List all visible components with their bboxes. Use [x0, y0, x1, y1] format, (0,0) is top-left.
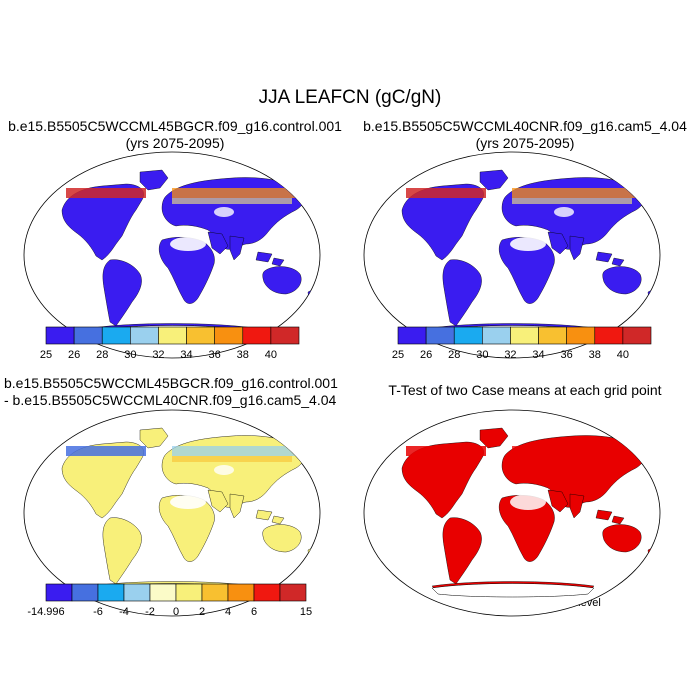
boreal-band-eurasia [172, 446, 302, 456]
main-title: JJA LEAFCN (gC/gN) [258, 87, 442, 108]
colorbar-box [242, 326, 272, 345]
sahara-patch [170, 237, 206, 251]
colorbar-box [622, 326, 652, 345]
colorbar-tick-label: 40 [265, 349, 277, 361]
colorbar-tick-label: 30 [124, 349, 136, 361]
central-asia-patch [214, 465, 234, 475]
colorbar-box [45, 583, 73, 602]
colorbar-box [73, 326, 103, 345]
panel-1-title: b.e15.B5505C5WCCML45BGCR.f09_g16.control… [0, 118, 350, 152]
colorbar-box [201, 583, 229, 602]
colorbar-box [538, 326, 567, 345]
colorbar-tick-label: 4 [225, 606, 231, 618]
colorbar-box [279, 583, 307, 602]
midlatitude-band-eurasia [172, 456, 292, 462]
map-panel-3 [23, 409, 321, 617]
panel-2-title-line-1: b.e15.B5505C5WCCML40CNR.f09_g16.cam5_4.0… [363, 118, 687, 134]
midlatitude-band-eurasia [172, 198, 292, 204]
colorbar-tick-label: 28 [96, 349, 108, 361]
colorbar-tick-label: 25 [40, 349, 52, 361]
colorbar-box [510, 326, 539, 345]
colorbar-tick-label: -2 [145, 606, 155, 618]
sahara-patch [170, 495, 206, 509]
colorbar-box [594, 326, 624, 345]
boreal-band-eurasia [512, 188, 642, 198]
colorbar-tick-label: -4 [119, 606, 129, 618]
colorbar-box [71, 583, 99, 602]
boreal-band-eurasia [172, 188, 302, 198]
colorbar-panel-2: 25 26 28 30 32 34 36 38 40 [392, 326, 652, 361]
central-asia-patch [554, 207, 574, 217]
colorbar-tick-label: 32 [152, 349, 164, 361]
colorbar-panel-3: -14.996 -6 -4 -2 0 2 4 6 15 [27, 583, 312, 618]
colorbar-tick-label: 34 [532, 349, 544, 361]
boreal-band-north-america [66, 188, 146, 198]
panel-3-title-line-2: - b.e15.B5505C5WCCML40CNR.f09_g16.cam5_4… [4, 392, 337, 408]
colorbars: 25 26 28 30 32 34 36 38 40 25 26 28 30 32 34 36 38 40-14.… [27, 326, 652, 618]
panel-3-title: b.e15.B5505C5WCCML45BGCR.f09_g16.control… [4, 375, 338, 409]
non-significant-patch [510, 494, 546, 510]
colorbar-box [175, 583, 203, 602]
panel-3-title-line-1: b.e15.B5505C5WCCML45BGCR.f09_g16.control… [4, 375, 338, 391]
map-panel-4 [363, 409, 661, 617]
colorbar-box [425, 326, 455, 345]
colorbar-tick-label: 32 [504, 349, 516, 361]
central-asia-patch [214, 207, 234, 217]
colorbar-box [130, 326, 159, 345]
colorbar-box [270, 326, 300, 345]
antarctica [431, 583, 595, 598]
colorbar-tick-label: 34 [180, 349, 192, 361]
colorbar-box [453, 326, 483, 345]
colorbar-box [97, 583, 125, 602]
colorbar-box [45, 326, 75, 345]
colorbar-tick-label: 28 [448, 349, 460, 361]
midlatitude-band-eurasia [512, 198, 632, 204]
panel-2-title-line-2: (yrs 2075-2095) [475, 135, 575, 151]
colorbar-box [186, 326, 215, 345]
colorbar-tick-label: 2 [199, 606, 205, 618]
colorbar-tick-label: 36 [561, 349, 573, 361]
colorbar-box [253, 583, 281, 602]
colorbar-tick-label: 15 [300, 606, 312, 618]
colorbar-tick-label: 0 [173, 606, 179, 618]
colorbar-box [482, 326, 511, 345]
colorbar-tick-label: 36 [209, 349, 221, 361]
colorbar-tick-label: 30 [476, 349, 488, 361]
boreal-band-north-america [406, 188, 486, 198]
boreal-band-north-america [66, 446, 146, 456]
colorbar-tick-label: 26 [68, 349, 80, 361]
colorbar-tick-label: 38 [237, 349, 249, 361]
colorbar-tick-label: -6 [93, 606, 103, 618]
colorbar-box [214, 326, 244, 345]
panel-4-title-line-1: T-Test of two Case means at each grid po… [388, 382, 662, 398]
colorbar-tick-label: 40 [617, 349, 629, 361]
boreal-band-north-america [406, 446, 486, 456]
panel-2-title: b.e15.B5505C5WCCML40CNR.f09_g16.cam5_4.0… [350, 118, 700, 152]
colorbar-tick-label: 38 [589, 349, 601, 361]
colorbar-box [158, 326, 187, 345]
panel-1-title-line-1: b.e15.B5505C5WCCML45BGCR.f09_g16.control… [8, 118, 342, 134]
colorbar-panel-1: 25 26 28 30 32 34 36 38 40 [40, 326, 300, 361]
boreal-band-eurasia [512, 446, 642, 456]
colorbar-box [149, 583, 177, 602]
panel-4-title: T-Test of two Case means at each grid po… [350, 382, 700, 399]
colorbar-tick-label: 26 [420, 349, 432, 361]
map-panels [23, 151, 661, 617]
sahara-patch [510, 237, 546, 251]
colorbar-tick-label: 25 [392, 349, 404, 361]
colorbar-box [397, 326, 427, 345]
panel-1-title-line-2: (yrs 2075-2095) [125, 135, 225, 151]
colorbar-box [227, 583, 255, 602]
colorbar-box [101, 326, 131, 345]
colorbar-box [566, 326, 596, 345]
colorbar-tick-label: 6 [251, 606, 257, 618]
colorbar-box [123, 583, 151, 602]
midlatitude-band-eurasia [512, 456, 632, 462]
colorbar-tick-label: -14.996 [27, 606, 64, 618]
